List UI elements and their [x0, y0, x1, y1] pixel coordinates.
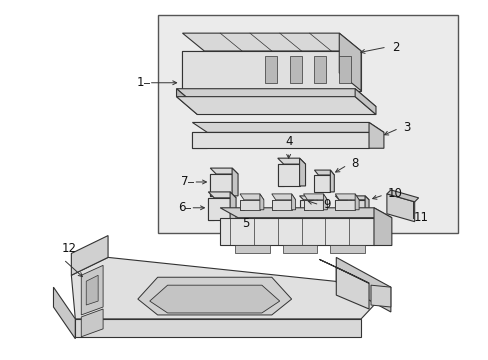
- Text: 6: 6: [178, 201, 185, 214]
- Polygon shape: [75, 319, 360, 337]
- Polygon shape: [182, 51, 204, 91]
- Polygon shape: [336, 267, 368, 309]
- Polygon shape: [282, 246, 317, 253]
- Polygon shape: [339, 56, 350, 83]
- Polygon shape: [232, 168, 238, 196]
- Polygon shape: [368, 122, 383, 148]
- Polygon shape: [313, 196, 317, 214]
- Polygon shape: [192, 132, 368, 148]
- Polygon shape: [330, 170, 334, 192]
- Text: 2: 2: [391, 41, 399, 54]
- Polygon shape: [157, 15, 457, 233]
- Polygon shape: [240, 200, 259, 210]
- Polygon shape: [335, 200, 346, 212]
- Text: 1: 1: [136, 76, 143, 89]
- Polygon shape: [240, 200, 244, 210]
- Polygon shape: [230, 192, 236, 220]
- Polygon shape: [192, 132, 207, 148]
- Polygon shape: [370, 285, 390, 307]
- Polygon shape: [330, 246, 365, 253]
- Polygon shape: [335, 196, 350, 200]
- Polygon shape: [210, 168, 238, 174]
- Polygon shape: [182, 51, 360, 91]
- Polygon shape: [277, 158, 305, 164]
- Polygon shape: [303, 200, 307, 210]
- Polygon shape: [71, 257, 390, 319]
- Polygon shape: [314, 56, 325, 83]
- Polygon shape: [182, 33, 360, 51]
- Polygon shape: [176, 96, 375, 114]
- Polygon shape: [176, 89, 375, 107]
- Polygon shape: [314, 170, 334, 175]
- Text: 3: 3: [402, 121, 409, 134]
- Polygon shape: [220, 218, 373, 246]
- Polygon shape: [259, 194, 264, 210]
- Polygon shape: [208, 192, 236, 198]
- Polygon shape: [271, 200, 291, 210]
- Polygon shape: [303, 200, 323, 210]
- Polygon shape: [210, 174, 232, 196]
- Polygon shape: [299, 196, 317, 200]
- Text: 7: 7: [181, 175, 188, 189]
- Polygon shape: [354, 89, 375, 114]
- Polygon shape: [335, 200, 354, 210]
- Polygon shape: [314, 175, 330, 192]
- Polygon shape: [235, 246, 269, 253]
- Polygon shape: [240, 194, 264, 200]
- Polygon shape: [208, 198, 214, 220]
- Polygon shape: [291, 194, 295, 210]
- Polygon shape: [192, 122, 383, 132]
- Polygon shape: [339, 33, 360, 91]
- Polygon shape: [354, 200, 365, 210]
- Polygon shape: [299, 158, 305, 186]
- Polygon shape: [81, 265, 103, 315]
- Polygon shape: [149, 285, 279, 313]
- Polygon shape: [176, 89, 197, 114]
- Polygon shape: [277, 164, 283, 186]
- Polygon shape: [220, 208, 391, 218]
- Polygon shape: [335, 200, 339, 210]
- Text: 11: 11: [413, 211, 428, 224]
- Polygon shape: [71, 235, 108, 275]
- Polygon shape: [336, 257, 390, 312]
- Polygon shape: [271, 194, 295, 200]
- Polygon shape: [323, 194, 326, 210]
- Polygon shape: [210, 174, 216, 196]
- Polygon shape: [354, 194, 358, 210]
- Polygon shape: [354, 196, 368, 200]
- Polygon shape: [138, 277, 291, 315]
- Text: 5: 5: [242, 217, 249, 230]
- Polygon shape: [319, 260, 368, 283]
- Polygon shape: [208, 198, 230, 220]
- Polygon shape: [365, 196, 368, 210]
- Polygon shape: [271, 200, 275, 210]
- Polygon shape: [86, 275, 98, 305]
- Polygon shape: [346, 196, 350, 212]
- Text: 10: 10: [387, 188, 402, 201]
- Text: 12: 12: [61, 242, 76, 255]
- Polygon shape: [264, 56, 276, 83]
- Polygon shape: [81, 309, 103, 337]
- Polygon shape: [335, 194, 358, 200]
- Polygon shape: [373, 208, 391, 246]
- Polygon shape: [303, 194, 326, 200]
- Text: 9: 9: [323, 198, 330, 211]
- Polygon shape: [289, 56, 301, 83]
- Polygon shape: [53, 287, 75, 339]
- Polygon shape: [277, 164, 299, 186]
- Text: 8: 8: [350, 157, 358, 170]
- Polygon shape: [386, 190, 418, 202]
- Text: 4: 4: [285, 135, 292, 148]
- Polygon shape: [386, 194, 414, 222]
- Polygon shape: [299, 200, 313, 214]
